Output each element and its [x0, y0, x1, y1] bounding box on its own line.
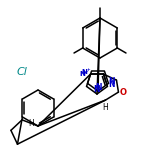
Text: N: N [108, 77, 115, 86]
Text: N: N [108, 80, 115, 89]
Text: N: N [94, 85, 100, 95]
Text: N⁺: N⁺ [82, 69, 91, 75]
Text: Cl: Cl [17, 67, 28, 77]
Text: O: O [120, 88, 127, 97]
Text: H: H [103, 103, 108, 112]
Text: N⁺: N⁺ [80, 71, 89, 77]
Text: H: H [28, 119, 34, 128]
Text: N: N [95, 83, 101, 92]
